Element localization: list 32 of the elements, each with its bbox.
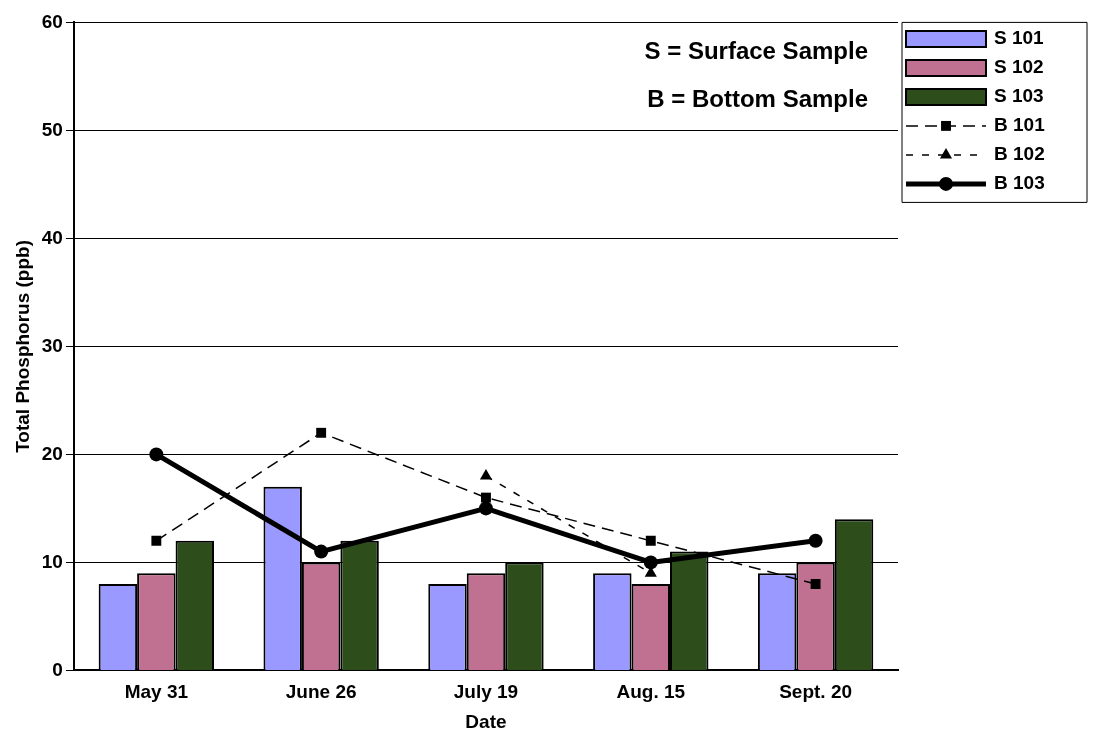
y-tick-label: 10: [41, 550, 63, 572]
point: [151, 535, 162, 546]
y-axis-title: Total Phosphorus (ppb): [11, 239, 33, 453]
x-tick-label: June 26: [285, 681, 357, 703]
x-tick-label: May 31: [124, 681, 189, 703]
x-tick-label: Sept. 20: [779, 681, 853, 703]
x-tick-label: Aug. 15: [616, 681, 686, 703]
x-tick-label: July 19: [453, 681, 519, 703]
point: [808, 533, 823, 548]
y-tick-label: 0: [52, 658, 63, 680]
y-tick-label: 20: [41, 442, 63, 464]
point: [478, 501, 493, 516]
point: [481, 492, 491, 503]
point: [314, 544, 329, 559]
point: [645, 535, 656, 546]
y-tick-label: 60: [41, 10, 63, 32]
point: [810, 579, 821, 589]
point: [643, 555, 658, 570]
legend-label: S 102: [994, 56, 1044, 78]
legend-label: B 103: [994, 172, 1045, 194]
legend-label: S 101: [994, 27, 1045, 49]
legend-label: B 101: [994, 114, 1046, 136]
x-axis-title: Date: [465, 710, 507, 732]
annotation: S = Surface Sample: [644, 37, 868, 65]
y-tick-label: 30: [41, 334, 63, 356]
point: [149, 447, 164, 462]
annotation: B = Bottom Sample: [647, 85, 868, 113]
point: [316, 427, 327, 438]
legend-label: S 103: [994, 85, 1044, 107]
y-tick-label: 40: [41, 226, 63, 248]
legend-label: B 102: [994, 143, 1045, 165]
y-tick-label: 50: [41, 118, 63, 140]
